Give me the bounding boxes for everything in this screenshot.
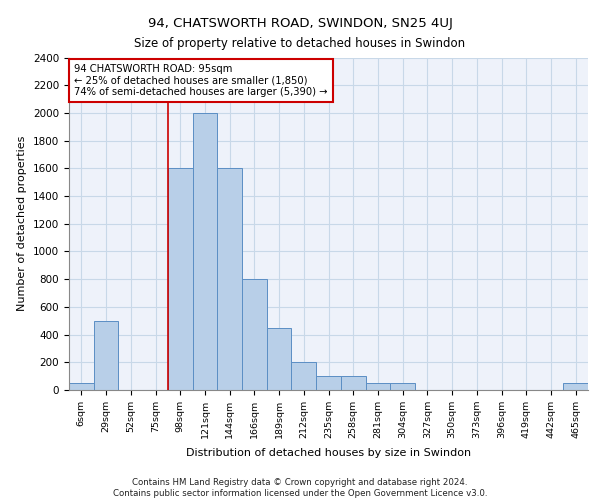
Text: Contains HM Land Registry data © Crown copyright and database right 2024.
Contai: Contains HM Land Registry data © Crown c… <box>113 478 487 498</box>
Bar <box>316 376 341 390</box>
Bar <box>242 279 267 390</box>
Bar <box>69 383 94 390</box>
Bar <box>267 328 292 390</box>
Bar <box>217 168 242 390</box>
Bar <box>94 320 118 390</box>
Y-axis label: Number of detached properties: Number of detached properties <box>17 136 28 312</box>
Text: 94, CHATSWORTH ROAD, SWINDON, SN25 4UJ: 94, CHATSWORTH ROAD, SWINDON, SN25 4UJ <box>148 18 452 30</box>
Bar <box>341 376 365 390</box>
Text: Size of property relative to detached houses in Swindon: Size of property relative to detached ho… <box>134 38 466 51</box>
Text: Distribution of detached houses by size in Swindon: Distribution of detached houses by size … <box>186 448 472 458</box>
Bar <box>168 168 193 390</box>
Bar <box>292 362 316 390</box>
Text: 94 CHATSWORTH ROAD: 95sqm
← 25% of detached houses are smaller (1,850)
74% of se: 94 CHATSWORTH ROAD: 95sqm ← 25% of detac… <box>74 64 328 98</box>
Bar <box>390 383 415 390</box>
Bar <box>365 383 390 390</box>
Bar <box>563 383 588 390</box>
Bar <box>193 113 217 390</box>
